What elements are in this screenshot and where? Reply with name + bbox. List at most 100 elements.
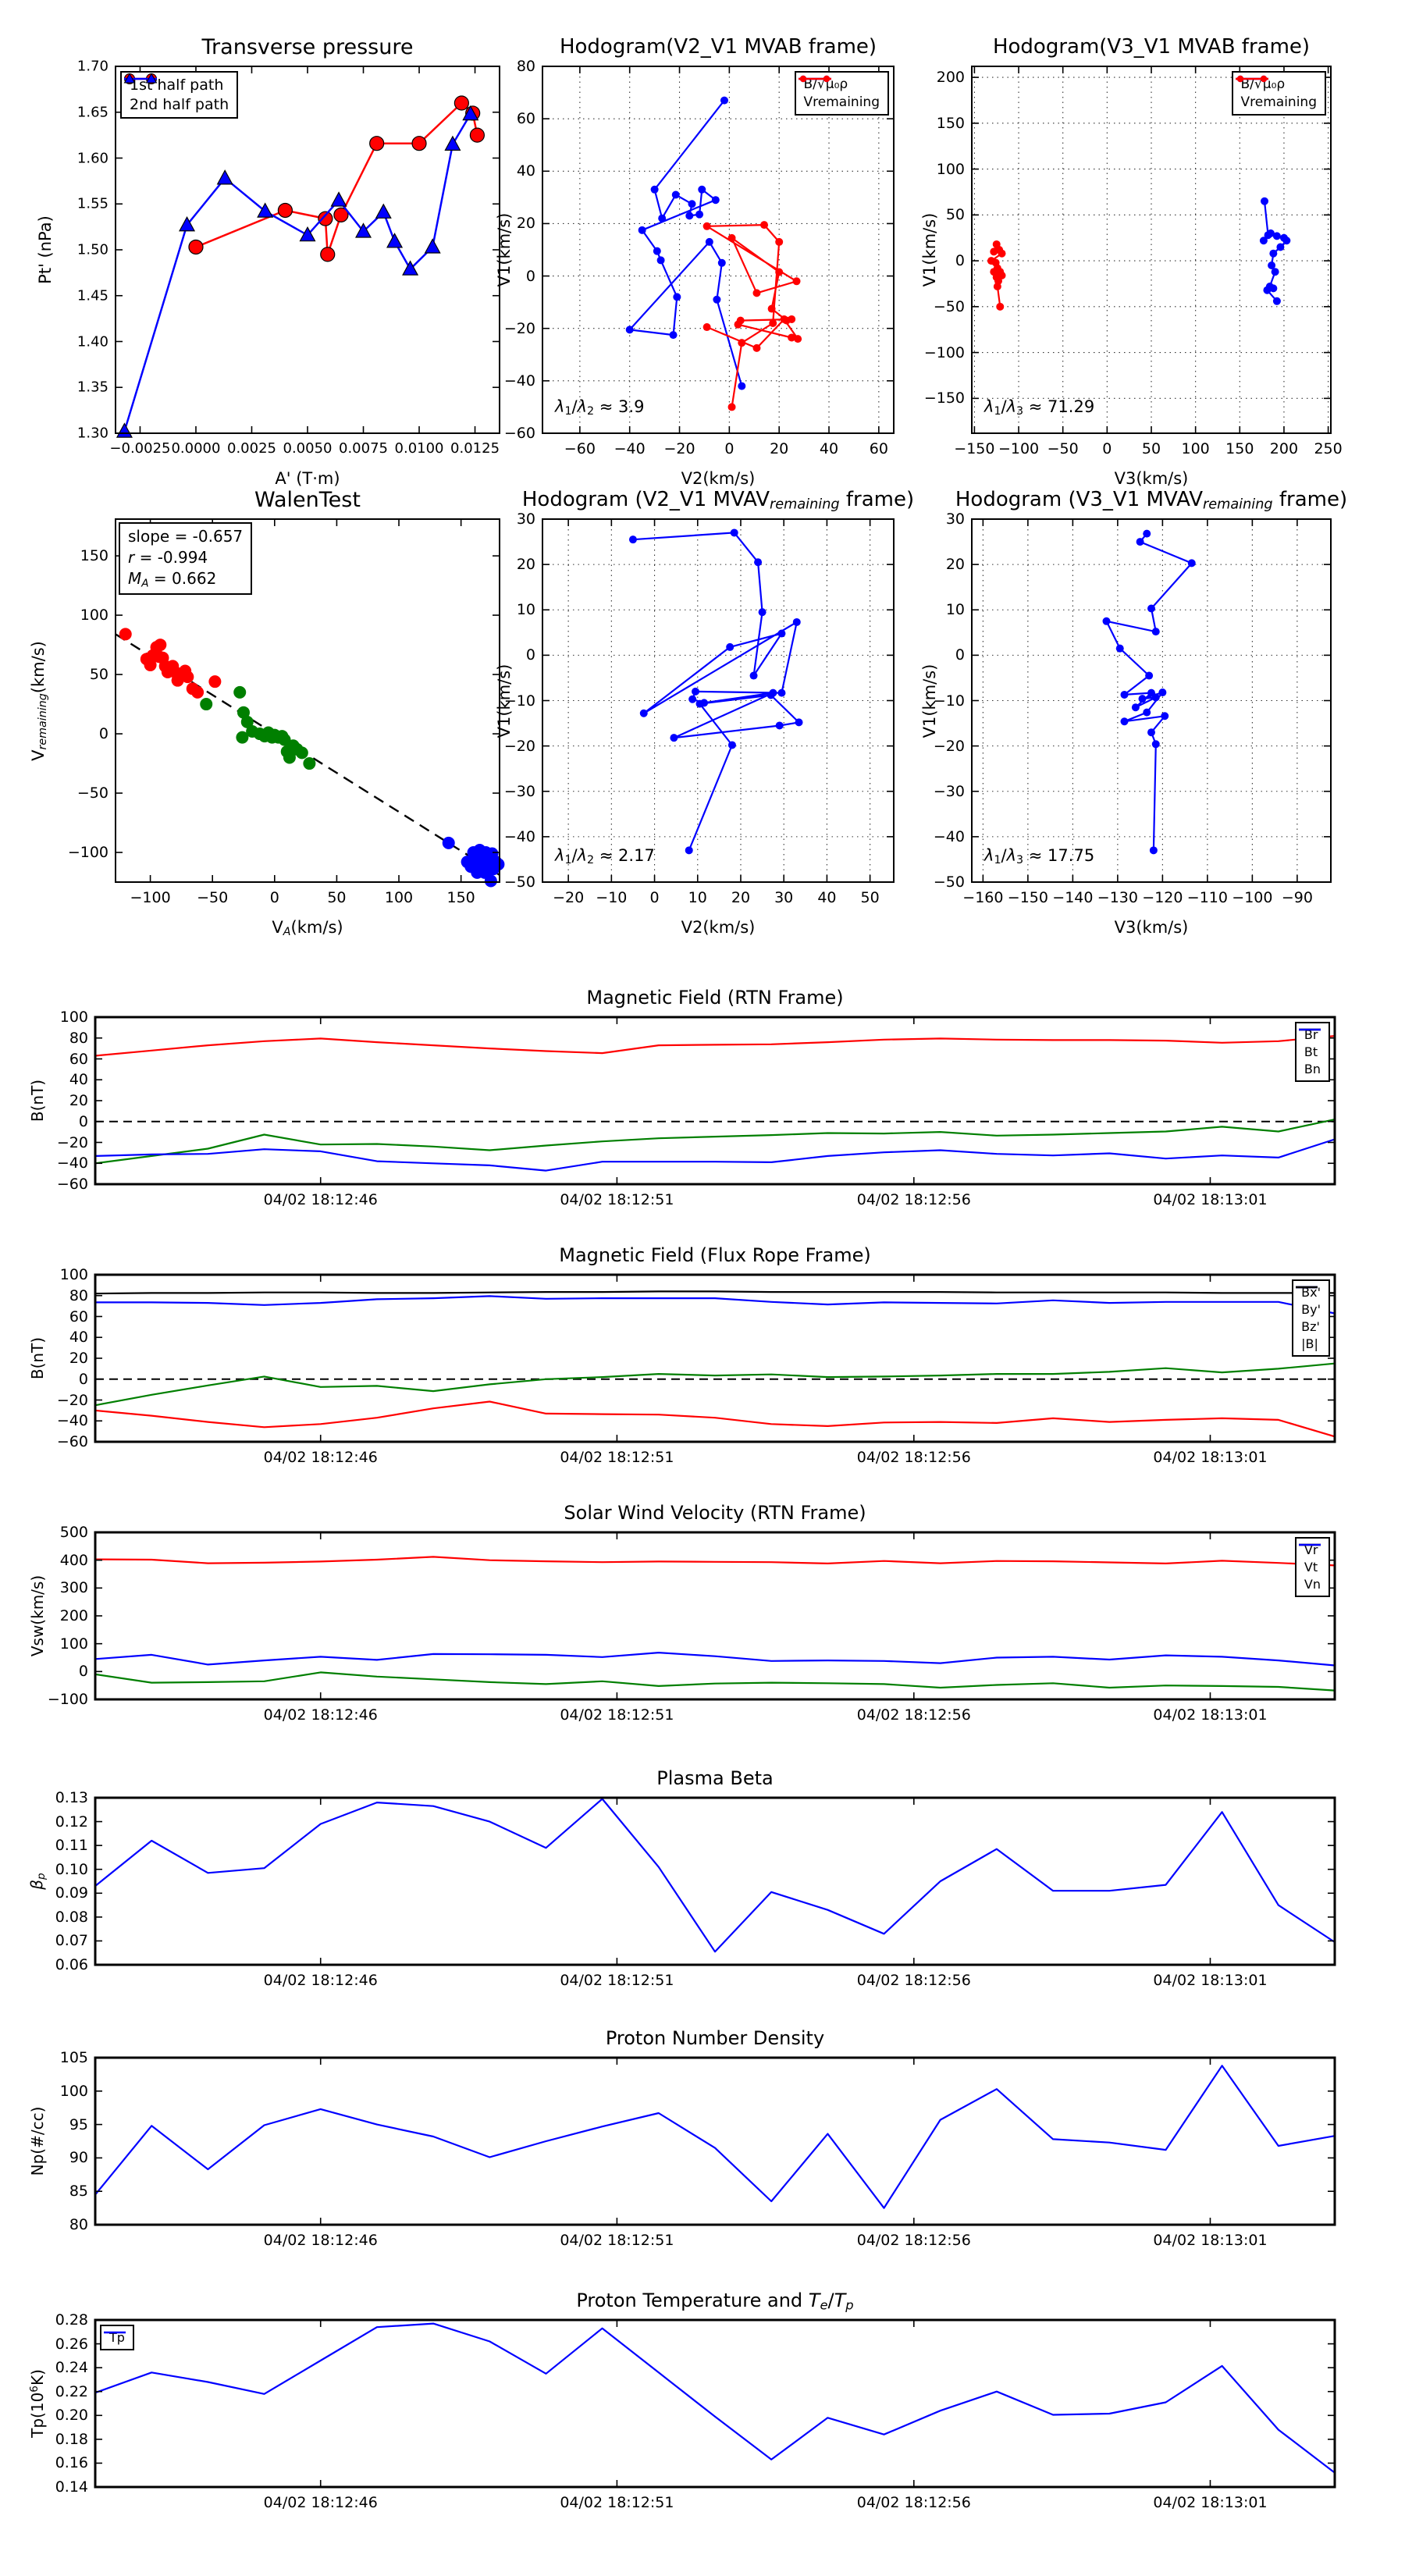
hodogram-v3v1-mvav-ytick-label-1: −40 <box>933 827 965 845</box>
walen-test-stats-line-0: slope = -0.657 <box>128 527 244 546</box>
proton-temperature-ytick-label-4: 0.22 <box>55 2382 88 2400</box>
walen-test-xtick-label-1: −50 <box>197 889 229 906</box>
magnetic-field-flux-rope-legend-marker-3 <box>1296 1286 1318 1289</box>
solar-wind-velocity-legend-item-2: Vn <box>1298 1543 1321 1592</box>
solar-wind-velocity-xtick-label-0: 04/02 18:12:46 <box>263 1706 378 1724</box>
magnetic-field-rtn-legend-item-1: Bt <box>1298 1028 1321 1059</box>
magnetic-field-rtn-ytick-label-4: 20 <box>69 1092 88 1109</box>
solar-wind-velocity-ytick-label-5: 400 <box>59 1551 88 1569</box>
hodogram-v3v1-mvab-annotation: λ1/λ3 ≈ 71.29 <box>984 397 1095 418</box>
hodogram-v3v1-mvav-xtick-label-6: −100 <box>1232 889 1273 906</box>
hodogram-v3v1-mvav-ytick-label-0: −50 <box>933 873 965 891</box>
hodogram-v2v1-mvab-xtick-label-0: −60 <box>564 440 596 457</box>
solar-wind-velocity-ytick-label-0: −100 <box>47 1691 88 1708</box>
hodogram-v2v1-mvav-xtick-label-7: 50 <box>860 889 880 906</box>
magnetic-field-flux-rope-legend-item-3: |B| <box>1296 1286 1321 1351</box>
walen-test-title: WalenTest <box>254 488 361 512</box>
solar-wind-velocity-ytick-label-4: 300 <box>59 1579 88 1597</box>
walen-test-ytick-label-3: 50 <box>89 666 108 684</box>
hodogram-v2v1-mvab-ytick-label-4: 20 <box>516 215 535 233</box>
hodogram-v2v1-mvav-annotation: λ1/λ2 ≈ 2.17 <box>555 846 655 866</box>
solar-wind-velocity-canvas <box>94 1531 1336 1701</box>
hodogram-v3v1-mvav-xtick-label-1: −150 <box>1007 889 1048 906</box>
hodogram-v2v1-mvab-xtick-label-6: 60 <box>869 440 888 457</box>
hodogram-v2v1-mvav-xtick-label-1: −10 <box>596 889 628 906</box>
magnetic-field-flux-rope-legend-label-3: |B| <box>1301 1336 1318 1351</box>
transverse-pressure-canvas <box>115 66 500 438</box>
magnetic-field-flux-rope-legend-item-1: By' <box>1296 1286 1321 1317</box>
hodogram-v3v1-mvav-xtick-label-3: −130 <box>1097 889 1138 906</box>
proton-number-density-ytick-label-0: 80 <box>69 2216 88 2233</box>
walen-test-xtick-label-2: 0 <box>269 889 279 906</box>
proton-temperature-legend-item-0: Tp <box>104 2330 126 2345</box>
proton-temperature-ytick-label-6: 0.26 <box>55 2335 88 2353</box>
magnetic-field-rtn-canvas <box>94 1016 1336 1186</box>
hodogram-v2v1-mvav-title: Hodogram (V2_V1 MVAVremaining frame) <box>521 488 915 513</box>
solar-wind-velocity-ytick-label-1: 0 <box>78 1663 88 1681</box>
walen-test-xtick-label-0: −100 <box>130 889 171 906</box>
hodogram-v2v1-mvab-legend-label-0: B/√μ₀ρ <box>803 76 848 92</box>
magnetic-field-flux-rope-ytick-label-4: 20 <box>69 1350 88 1367</box>
plasma-beta-xtick-label-3: 04/02 18:13:01 <box>1153 1972 1268 1989</box>
hodogram-v3v1-mvav-ytick-label-4: −10 <box>933 692 965 710</box>
hodogram-v2v1-mvav-xtick-label-5: 30 <box>774 889 794 906</box>
walen-test-ytick-label-0: −100 <box>67 844 108 861</box>
magnetic-field-rtn-xtick-label-2: 04/02 18:12:56 <box>856 1191 971 1208</box>
walen-test-xtick-label-3: 50 <box>327 889 347 906</box>
hodogram-v2v1-mvav-xlabel: V2(km/s) <box>681 918 756 937</box>
transverse-pressure-ytick-label-1: 1.35 <box>76 379 108 396</box>
transverse-pressure-ytick-label-4: 1.50 <box>76 241 108 258</box>
plot-hodogram-v2v1-mvav: Hodogram (V2_V1 MVAVremaining frame) −20 −… <box>492 472 914 941</box>
magnetic-field-rtn-legend-marker-2 <box>1298 1028 1321 1031</box>
proton-temperature-canvas <box>94 2318 1336 2489</box>
hodogram-v3v1-mvab-canvas <box>971 66 1332 434</box>
magnetic-field-flux-rope-xtick-label-3: 04/02 18:13:01 <box>1153 1449 1268 1466</box>
hodogram-v3v1-mvab-xtick-label-2: −50 <box>1047 440 1079 457</box>
plasma-beta-ytick-label-2: 0.08 <box>55 1908 88 1926</box>
magnetic-field-rtn-ytick-label-7: 80 <box>69 1029 88 1047</box>
hodogram-v2v1-mvab-xtick-label-5: 40 <box>819 440 839 457</box>
transverse-pressure-ylabel: Pt' (nPa) <box>36 215 55 284</box>
proton-temperature-ytick-label-0: 0.14 <box>55 2478 88 2496</box>
hodogram-v2v1-mvab-canvas <box>542 66 895 434</box>
hodogram-v3v1-mvav-xtick-label-2: −140 <box>1052 889 1094 906</box>
hodogram-v3v1-mvav-ytick-label-2: −30 <box>933 782 965 800</box>
hodogram-v2v1-mvab-title: Hodogram(V2_V1 MVAB frame) <box>559 35 877 59</box>
transverse-pressure-xlabel: A' (T·m) <box>275 469 340 488</box>
transverse-pressure-title: Transverse pressure <box>201 35 414 59</box>
magnetic-field-flux-rope-xtick-label-1: 04/02 18:12:51 <box>560 1449 674 1466</box>
magnetic-field-flux-rope-ytick-label-3: 0 <box>78 1370 88 1388</box>
hodogram-v3v1-mvab-legend-label-0: B/√μ₀ρ <box>1240 76 1286 92</box>
hodogram-v2v1-mvab-ytick-label-7: 80 <box>516 58 535 75</box>
hodogram-v3v1-mvab-xtick-label-4: 50 <box>1141 440 1161 457</box>
plasma-beta-canvas <box>94 1796 1336 1966</box>
solar-wind-velocity-legend-label-1: Vt <box>1304 1560 1318 1574</box>
magnetic-field-flux-rope-legend-label-1: By' <box>1301 1302 1321 1317</box>
magnetic-field-flux-rope-legend: Bx' By' Bz' |B| <box>1292 1279 1330 1357</box>
proton-temperature-ytick-label-3: 0.20 <box>55 2407 88 2425</box>
plasma-beta-ytick-label-5: 0.11 <box>55 1837 88 1855</box>
solar-wind-velocity-legend-marker-2 <box>1298 1543 1321 1546</box>
transverse-pressure-xtick-label-1: 0.0000 <box>171 440 221 457</box>
magnetic-field-flux-rope-ytick-label-0: −60 <box>56 1433 88 1450</box>
plot-magnetic-field-flux-rope: Magnetic Field (Flux Rope Frame) 04/02 18… <box>16 1233 1389 1483</box>
hodogram-v3v1-mvav-annotation: λ1/λ3 ≈ 17.75 <box>984 846 1095 866</box>
plasma-beta-ytick-label-3: 0.09 <box>55 1884 88 1902</box>
magnetic-field-flux-rope-ytick-label-1: −40 <box>56 1412 88 1430</box>
transverse-pressure-xtick-label-3: 0.0050 <box>283 440 333 457</box>
magnetic-field-rtn-ytick-label-1: −40 <box>56 1155 88 1172</box>
plasma-beta-ytick-label-4: 0.10 <box>55 1860 88 1878</box>
plasma-beta-xtick-label-1: 04/02 18:12:51 <box>560 1972 674 1989</box>
proton-temperature-ytick-label-2: 0.18 <box>55 2430 88 2448</box>
walen-test-xtick-label-5: 150 <box>446 889 475 906</box>
walen-test-ytick-label-2: 0 <box>98 725 108 743</box>
proton-number-density-ytick-label-5: 105 <box>59 2049 88 2066</box>
walen-test-ytick-label-5: 150 <box>80 547 108 565</box>
proton-number-density-xtick-label-1: 04/02 18:12:51 <box>560 2232 674 2249</box>
magnetic-field-rtn-legend-item-2: Bn <box>1298 1028 1321 1076</box>
hodogram-v3v1-mvab-xtick-label-6: 150 <box>1225 440 1254 457</box>
transverse-pressure-legend: 1st half path 2nd half path <box>120 71 239 119</box>
hodogram-v2v1-mvab-legend-label-1: Vremaining <box>803 94 880 110</box>
hodogram-v2v1-mvav-ytick-label-3: −20 <box>503 737 535 755</box>
transverse-pressure-ytick-label-2: 1.40 <box>76 333 108 350</box>
